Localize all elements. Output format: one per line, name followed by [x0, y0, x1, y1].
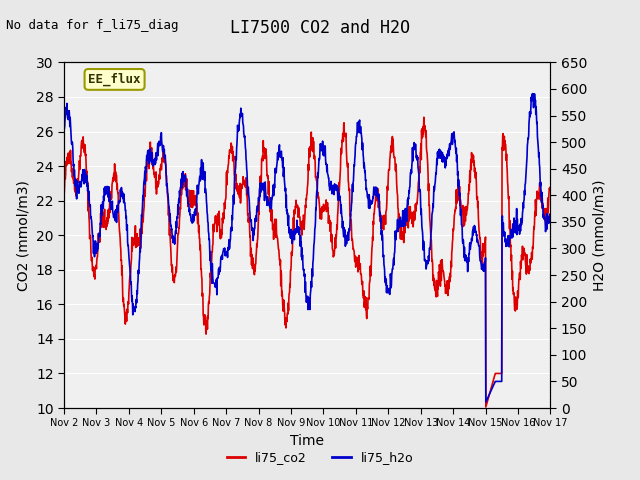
- li75_h2o: [266, 202, 274, 207]
- Text: EE_flux: EE_flux: [88, 73, 141, 86]
- li75_h2o: [285, 225, 293, 231]
- Line: li75_h2o: li75_h2o: [64, 94, 550, 402]
- Text: No data for f_li75_diag: No data for f_li75_diag: [6, 19, 179, 32]
- li75_h2o: [547, 212, 554, 218]
- li75_h2o: [98, 211, 106, 217]
- Text: LI7500 CO2 and H2O: LI7500 CO2 and H2O: [230, 19, 410, 37]
- Y-axis label: H2O (mmol/m3): H2O (mmol/m3): [593, 180, 607, 291]
- Legend: li75_co2, li75_h2o: li75_co2, li75_h2o: [221, 446, 419, 469]
- li75_co2: [266, 199, 274, 205]
- li75_co2: [60, 191, 68, 197]
- Line: li75_co2: li75_co2: [64, 117, 550, 407]
- li75_co2: [285, 290, 293, 296]
- li75_co2: [547, 184, 554, 190]
- li75_h2o: [529, 91, 536, 96]
- li75_co2: [276, 257, 284, 263]
- li75_co2: [98, 219, 106, 225]
- li75_co2: [337, 152, 344, 157]
- Y-axis label: CO2 (mmol/m3): CO2 (mmol/m3): [16, 180, 30, 290]
- li75_h2o: [482, 399, 490, 405]
- li75_h2o: [337, 210, 344, 216]
- li75_h2o: [118, 185, 125, 191]
- li75_h2o: [60, 124, 68, 130]
- li75_co2: [118, 257, 125, 263]
- X-axis label: Time: Time: [290, 434, 324, 448]
- li75_h2o: [276, 155, 284, 160]
- li75_co2: [482, 404, 490, 410]
- li75_co2: [420, 114, 428, 120]
